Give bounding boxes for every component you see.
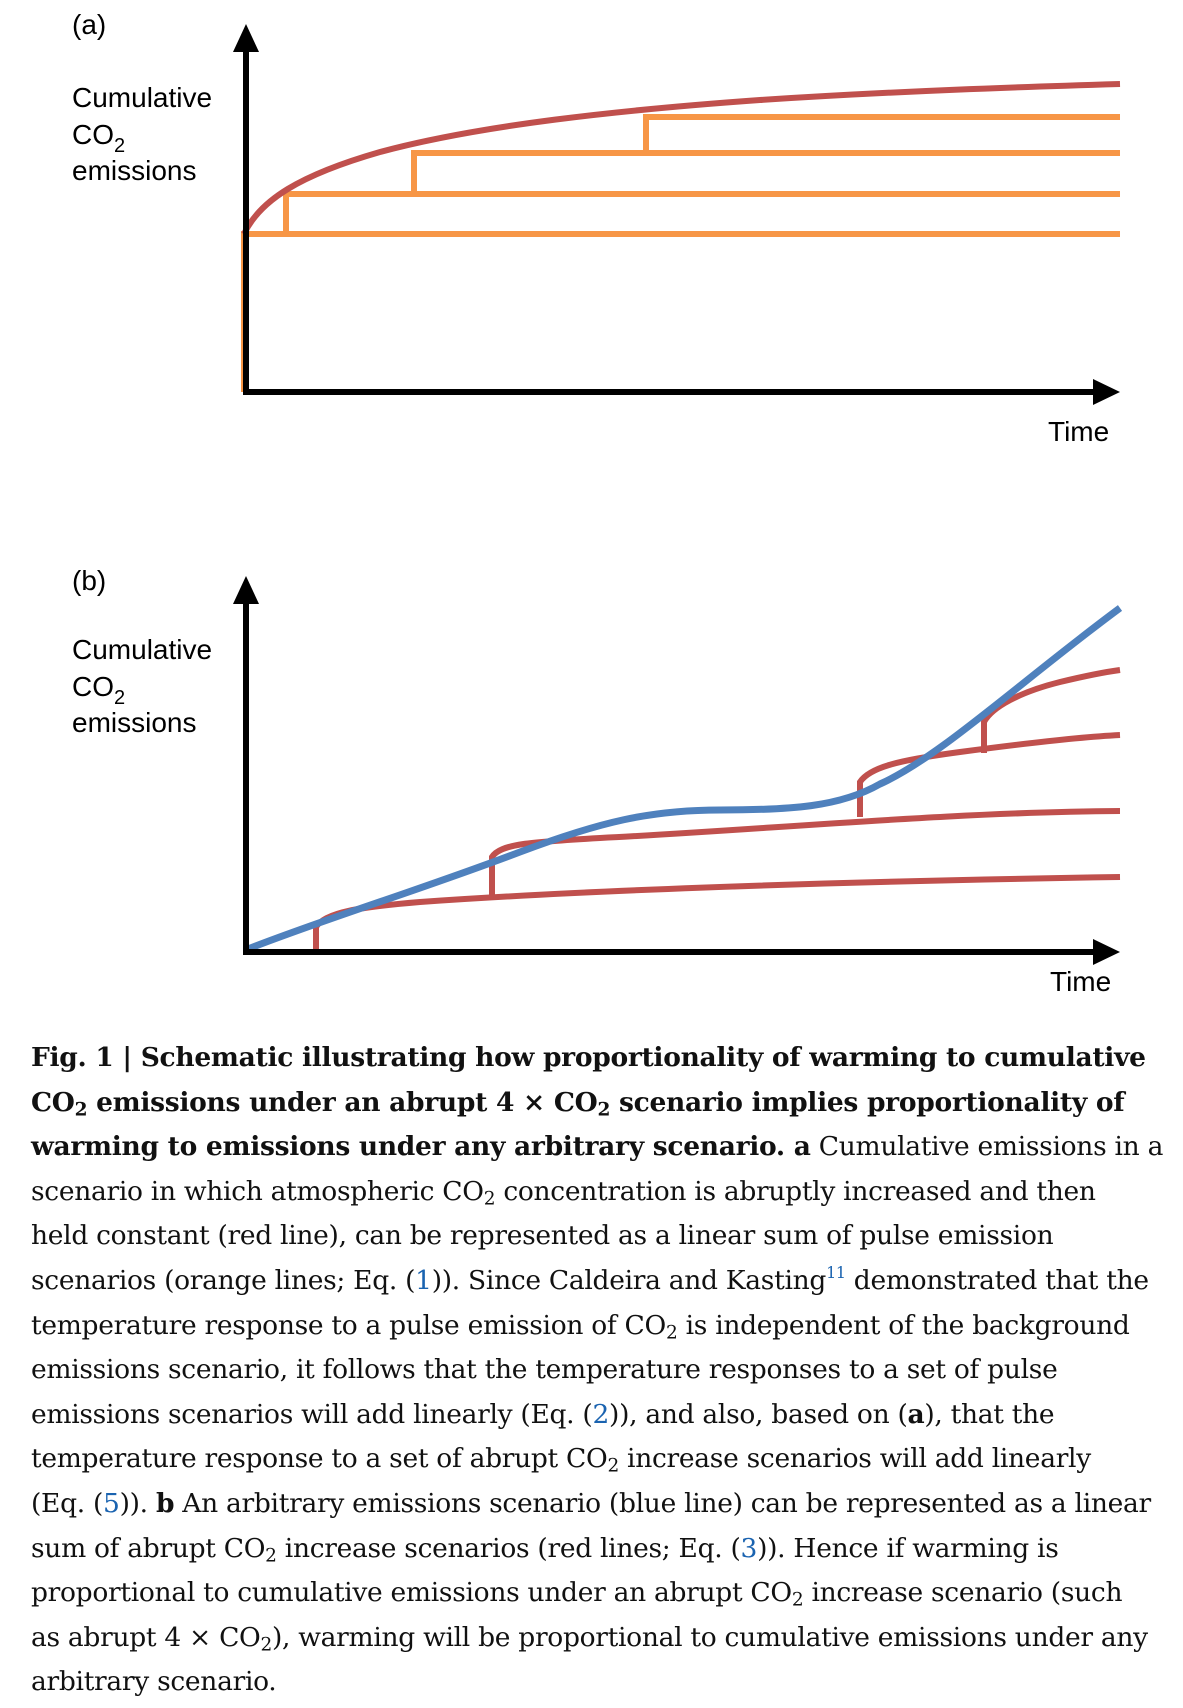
x-axis-arrowhead xyxy=(1093,939,1120,965)
x-axis-arrowhead xyxy=(1093,379,1120,405)
panel-b-ylabel-co: CO2 xyxy=(72,671,125,709)
abrupt-line-1 xyxy=(313,874,1121,952)
equation-link[interactable]: 5 xyxy=(103,1487,120,1519)
y-axis-arrowhead xyxy=(233,24,259,52)
abrupt-line-2 xyxy=(489,808,1121,896)
pulse-line-4 xyxy=(643,114,1120,153)
abrupt-scenario-line xyxy=(241,81,1121,236)
caption-line: temperature response to a set of abrupt … xyxy=(31,1443,1091,1477)
equation-link[interactable]: 1 xyxy=(415,1264,432,1296)
panel-b-xlabel: Time xyxy=(1050,966,1111,997)
pulse-line-3 xyxy=(411,150,1120,194)
figure-caption: Fig. 1 | Schematic illustrating how prop… xyxy=(31,1036,1181,1705)
caption-line: warming to emissions under any arbitrary… xyxy=(31,1131,1164,1163)
panel-a: (a) Cumulative CO2 emissions Time xyxy=(0,0,1183,500)
caption-line: proportional to cumulative emissions und… xyxy=(31,1577,1123,1611)
citation-link[interactable]: 11 xyxy=(826,1262,846,1282)
caption-line: CO2 emissions under an abrupt 4 × CO2 sc… xyxy=(31,1086,1125,1121)
panel-b-axes xyxy=(233,576,1120,965)
caption-line: scenarios (orange lines; Eq. (1)). Since… xyxy=(31,1262,1149,1296)
caption-line: (Eq. (5)). b An arbitrary emissions scen… xyxy=(31,1487,1151,1519)
y-axis-arrowhead xyxy=(233,576,259,604)
pulse-line-2 xyxy=(283,191,1120,235)
panel-a-axes xyxy=(233,24,1120,405)
panel-b-ylabel-line3: emissions xyxy=(72,707,196,738)
pulse-line-1 xyxy=(241,231,1120,392)
caption-line: emissions scenario, it follows that the … xyxy=(31,1354,1058,1386)
caption-line: temperature response to a pulse emission… xyxy=(31,1309,1130,1344)
panel-b-label: (b) xyxy=(72,565,106,596)
equation-link[interactable]: 2 xyxy=(592,1398,610,1430)
caption-line: as abrupt 4 × CO2), warming will be prop… xyxy=(31,1621,1148,1656)
caption-line: Fig. 1 | Schematic illustrating how prop… xyxy=(31,1042,1146,1073)
panel-a-ylabel-line3: emissions xyxy=(72,155,196,186)
panel-a-figure: (a) Cumulative CO2 emissions Time xyxy=(72,9,1121,447)
abrupt-line-4 xyxy=(981,667,1121,753)
caption-line: held constant (red line), can be represe… xyxy=(31,1220,1054,1252)
abrupt-line-3 xyxy=(857,732,1121,817)
caption-line: scenario in which atmospheric CO2 concen… xyxy=(31,1175,1096,1210)
panel-a-label: (a) xyxy=(72,9,106,40)
panel-a-ylabel-co: CO2 xyxy=(72,119,125,157)
panel-b-figure: (b) Cumulative CO2 emissions Time xyxy=(72,565,1123,997)
figure-label: Fig. 1 | xyxy=(31,1042,141,1073)
panel-b-ylabel-line1: Cumulative xyxy=(72,634,212,665)
caption-line: arbitrary scenario. xyxy=(31,1666,277,1698)
pulse-lines xyxy=(241,114,1120,392)
panel-b: (b) Cumulative CO2 emissions Time xyxy=(0,552,1183,1052)
caption-line: sum of abrupt CO2 increase scenarios (re… xyxy=(31,1532,1059,1567)
arbitrary-scenario-line xyxy=(246,605,1123,953)
panel-a-ylabel-line1: Cumulative xyxy=(72,82,212,113)
equation-link[interactable]: 3 xyxy=(740,1532,758,1564)
caption-line: emissions scenarios will add linearly (E… xyxy=(31,1398,1055,1430)
panel-a-xlabel: Time xyxy=(1048,416,1109,447)
